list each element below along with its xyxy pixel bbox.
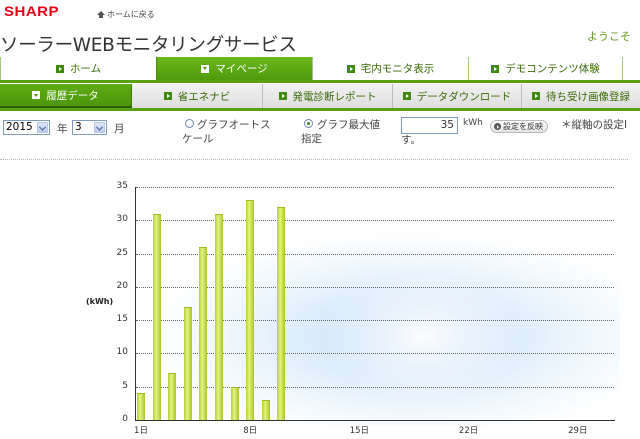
arrow-right-icon	[55, 64, 64, 73]
main-nav: ホーム マイページ 宅内モニタ表示 デモコンテンツ体験	[0, 57, 640, 83]
gridline	[136, 220, 614, 222]
bar-9日[interactable]	[261, 400, 270, 420]
y-tick-label: 25	[116, 247, 128, 258]
x-tick-label: 8日	[243, 426, 258, 436]
arrow-right-icon	[402, 92, 411, 100]
gridline	[136, 187, 614, 188]
bar-1日[interactable]	[137, 393, 145, 420]
year-label: 年	[57, 123, 68, 135]
arrow-right-icon	[163, 92, 172, 100]
sub-nav: 履歴データ 省エネナビ 発電診断レポート データダウンロード 待ち受け画像登録	[0, 84, 640, 111]
y-tick-label: 0	[122, 414, 128, 424]
y-tick-label: 5	[122, 380, 128, 391]
radio-auto-scale-label-2: ケール	[182, 133, 214, 145]
tab-label: 宅内モニタ表示	[360, 63, 435, 75]
subtab-label: 発電診断レポート	[292, 90, 377, 103]
x-tick-label: 15日	[349, 426, 370, 436]
y-axis-label: (kWh)	[86, 297, 114, 306]
subtab-label: 履歴データ	[46, 89, 99, 102]
note-suffix: す。	[401, 134, 421, 146]
house-icon	[97, 10, 105, 19]
graph-controls: 2015 年 3 月 グラフオートス ケール グラフ最大値 指定 35 kWh …	[0, 117, 640, 147]
x-tick-label: 1日	[134, 426, 148, 436]
tab-label: ホーム	[69, 63, 102, 75]
y-tick-label: 15	[116, 314, 128, 325]
arrow-right-icon	[491, 64, 500, 73]
bar-2日[interactable]	[152, 213, 161, 420]
gridline	[136, 286, 614, 288]
bar-4日[interactable]	[183, 306, 192, 420]
max-value-input[interactable]: 35	[401, 117, 458, 134]
radio-auto-scale-label-1: グラフオートス	[197, 119, 271, 131]
radio-max-value-label-1: グラフ最大値	[317, 119, 380, 131]
month-select[interactable]: 3	[72, 120, 107, 135]
divider	[0, 159, 628, 160]
month-label: 月	[114, 123, 125, 135]
year-value: 2015	[6, 121, 33, 133]
subtab-data-download[interactable]: データダウンロード	[393, 84, 522, 108]
y-tick-label: 35	[116, 181, 128, 191]
y-axis	[135, 187, 136, 420]
gridline	[136, 386, 614, 388]
tab-home[interactable]: ホーム	[0, 57, 156, 80]
unit-label: kWh	[463, 118, 483, 128]
welcome-text: ようこそ	[587, 30, 631, 43]
page-title: ソーラーWEBモニタリングサービス	[0, 35, 297, 56]
radio-auto-scale[interactable]	[185, 119, 194, 128]
bar-10日[interactable]	[277, 206, 286, 420]
y-tick-label: 30	[116, 214, 128, 225]
tab-mypage[interactable]: マイページ	[156, 57, 312, 80]
bar-5日[interactable]	[199, 246, 208, 420]
home-link[interactable]: ホームに戻る	[97, 9, 155, 20]
bar-7日[interactable]	[230, 386, 239, 420]
subtab-label: データダウンロード	[416, 90, 512, 103]
arrow-down-icon	[201, 64, 210, 73]
year-select[interactable]: 2015	[3, 120, 50, 135]
tab-label: デモコンテンツ体験	[505, 63, 600, 75]
arrow-right-icon	[346, 64, 355, 73]
chart-background-glow	[150, 215, 620, 425]
subtab-energy-navi[interactable]: 省エネナビ	[132, 84, 263, 108]
tab-demo-content[interactable]: デモコンテンツ体験	[468, 57, 623, 80]
tab-label: マイページ	[215, 63, 268, 75]
month-value: 3	[75, 121, 82, 133]
bar-6日[interactable]	[215, 213, 223, 420]
subtab-label: 省エネナビ	[177, 90, 231, 103]
radio-max-value[interactable]	[304, 119, 313, 128]
x-tick-label: 29日	[568, 426, 588, 436]
daily-generation-chart: (kWh) 0 5 10 15 20 25 30 35 1日 8日 15日 22日 29日	[0, 170, 640, 439]
y-tick-label: 20	[116, 280, 128, 291]
arrow-right-icon	[278, 92, 287, 100]
bar-8日[interactable]	[246, 200, 255, 420]
tab-home-monitor[interactable]: 宅内モニタ表示	[312, 57, 468, 80]
x-axis	[135, 420, 615, 421]
radio-max-value-label-2: 指定	[301, 133, 322, 145]
apply-settings-button[interactable]: 設定を反映	[490, 120, 548, 133]
arrow-down-icon	[32, 91, 41, 99]
arrow-right-icon	[532, 92, 540, 100]
subtab-history-data[interactable]: 履歴データ	[0, 84, 132, 108]
subtab-label: 待ち受け画像登録	[546, 90, 630, 103]
y-tick-label: 10	[116, 347, 128, 358]
subtab-wallpaper-register[interactable]: 待ち受け画像登録	[522, 84, 640, 108]
chevron-down-icon	[94, 122, 105, 133]
bar-3日[interactable]	[168, 373, 177, 420]
subtab-diagnosis-report[interactable]: 発電診断レポート	[263, 84, 393, 108]
apply-button-label: 設定を反映	[503, 122, 543, 131]
gridline	[136, 253, 614, 255]
axis-note: ＊縦軸の設定I	[561, 119, 628, 131]
x-tick-label: 22日	[458, 426, 479, 436]
home-link-label: ホームに戻る	[107, 10, 155, 19]
gridline	[136, 320, 614, 322]
gridline	[136, 353, 614, 355]
chevron-down-icon	[37, 122, 48, 133]
sharp-logo[interactable]: SHARP	[4, 3, 60, 20]
play-icon	[494, 123, 501, 130]
